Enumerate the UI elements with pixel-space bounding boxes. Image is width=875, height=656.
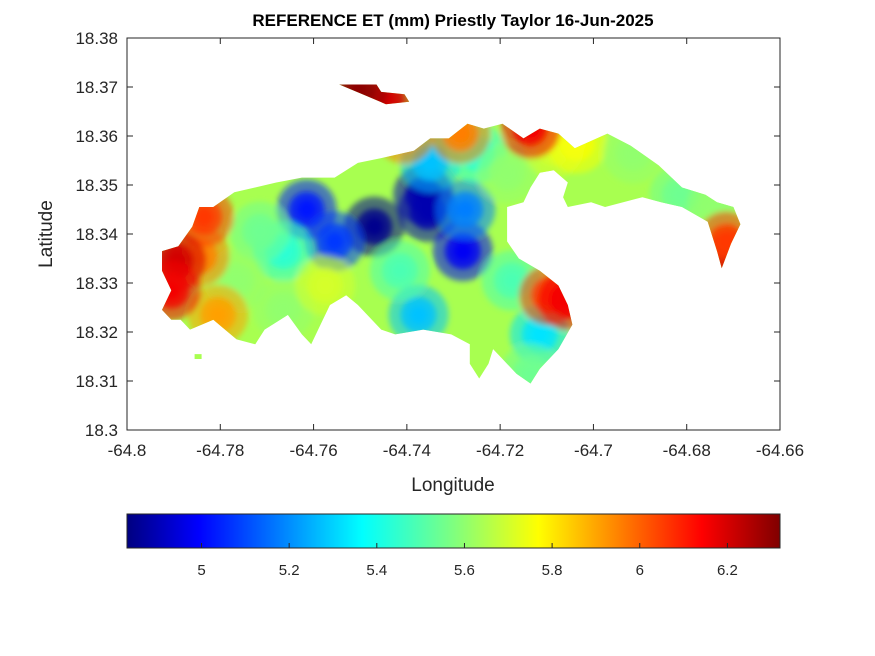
- heatmap-cell: [297, 200, 316, 219]
- x-tick-label: -64.68: [663, 441, 711, 460]
- heatmap-cell: [195, 207, 213, 226]
- colorbar: 5 5.2 5.4 5.6 5.8 6 6.2: [126, 513, 781, 579]
- heatmap-cell: [325, 232, 344, 251]
- y-axis: 18.3 18.31 18.32 18.33 18.34 18.35 18.36 18.37 1…: [75, 29, 780, 440]
- x-axis: -64.8 -64.78 -64.76 -64.74 -64.72 -64.7 -64.68…: [108, 38, 804, 460]
- chart-title: REFERENCE ET (mm) Priestly Taylor 16-Jun…: [252, 11, 653, 30]
- heatmap-cell: [456, 200, 475, 219]
- heatmap-cell: [250, 222, 269, 241]
- colorbar-tick-label: 5.2: [279, 562, 300, 579]
- colorbar-tick-label: 5.8: [542, 562, 563, 579]
- colorbar-tick-label: 5.6: [454, 562, 475, 579]
- colorbar-gradient: [126, 513, 781, 549]
- heatmap-cell: [274, 300, 293, 319]
- y-tick-label: 18.33: [75, 274, 118, 293]
- heatmap-cell: [390, 261, 409, 280]
- y-tick-label: 18.31: [75, 372, 118, 391]
- y-axis-label: Latitude: [36, 200, 57, 268]
- x-tick-label: -64.78: [196, 441, 244, 460]
- x-tick-label: -64.72: [476, 441, 524, 460]
- y-tick-label: 18.3: [85, 421, 118, 440]
- x-tick-label: -64.7: [574, 441, 613, 460]
- colorbar-tick-label: 6.2: [717, 562, 738, 579]
- heatmap-cell: [530, 325, 549, 344]
- y-tick-label: 18.38: [75, 29, 118, 48]
- x-tick-label: -64.8: [108, 441, 147, 460]
- heatmap-cell: [453, 242, 472, 261]
- heatmap-cell: [316, 276, 335, 295]
- heatmap-cell: [365, 217, 384, 236]
- heatmap-cell: [227, 271, 246, 290]
- heatmap-cell: [670, 185, 689, 204]
- heatmap-cell: [209, 305, 227, 324]
- y-tick-label: 18.37: [75, 78, 118, 97]
- y-tick-label: 18.34: [75, 225, 118, 244]
- x-axis-label: Longitude: [411, 475, 494, 496]
- heatmap-cell: [502, 271, 521, 290]
- colorbar-tick-label: 5.4: [366, 562, 387, 579]
- colorbar-tick-label: 5: [197, 562, 205, 579]
- x-tick-label: -64.66: [756, 441, 804, 460]
- colorbar-tick-label: 6: [636, 562, 644, 579]
- colorbar-ticks: 5 5.2 5.4 5.6 5.8 6 6.2: [197, 543, 738, 579]
- y-tick-label: 18.35: [75, 176, 118, 195]
- heatmap-cell: [421, 153, 440, 172]
- y-tick-label: 18.32: [75, 323, 118, 342]
- x-tick-label: -64.74: [383, 441, 431, 460]
- heatmap-cell: [409, 305, 428, 324]
- x-tick-label: -64.76: [289, 441, 337, 460]
- y-tick-label: 18.36: [75, 127, 118, 146]
- heatmap-cell: [498, 163, 517, 182]
